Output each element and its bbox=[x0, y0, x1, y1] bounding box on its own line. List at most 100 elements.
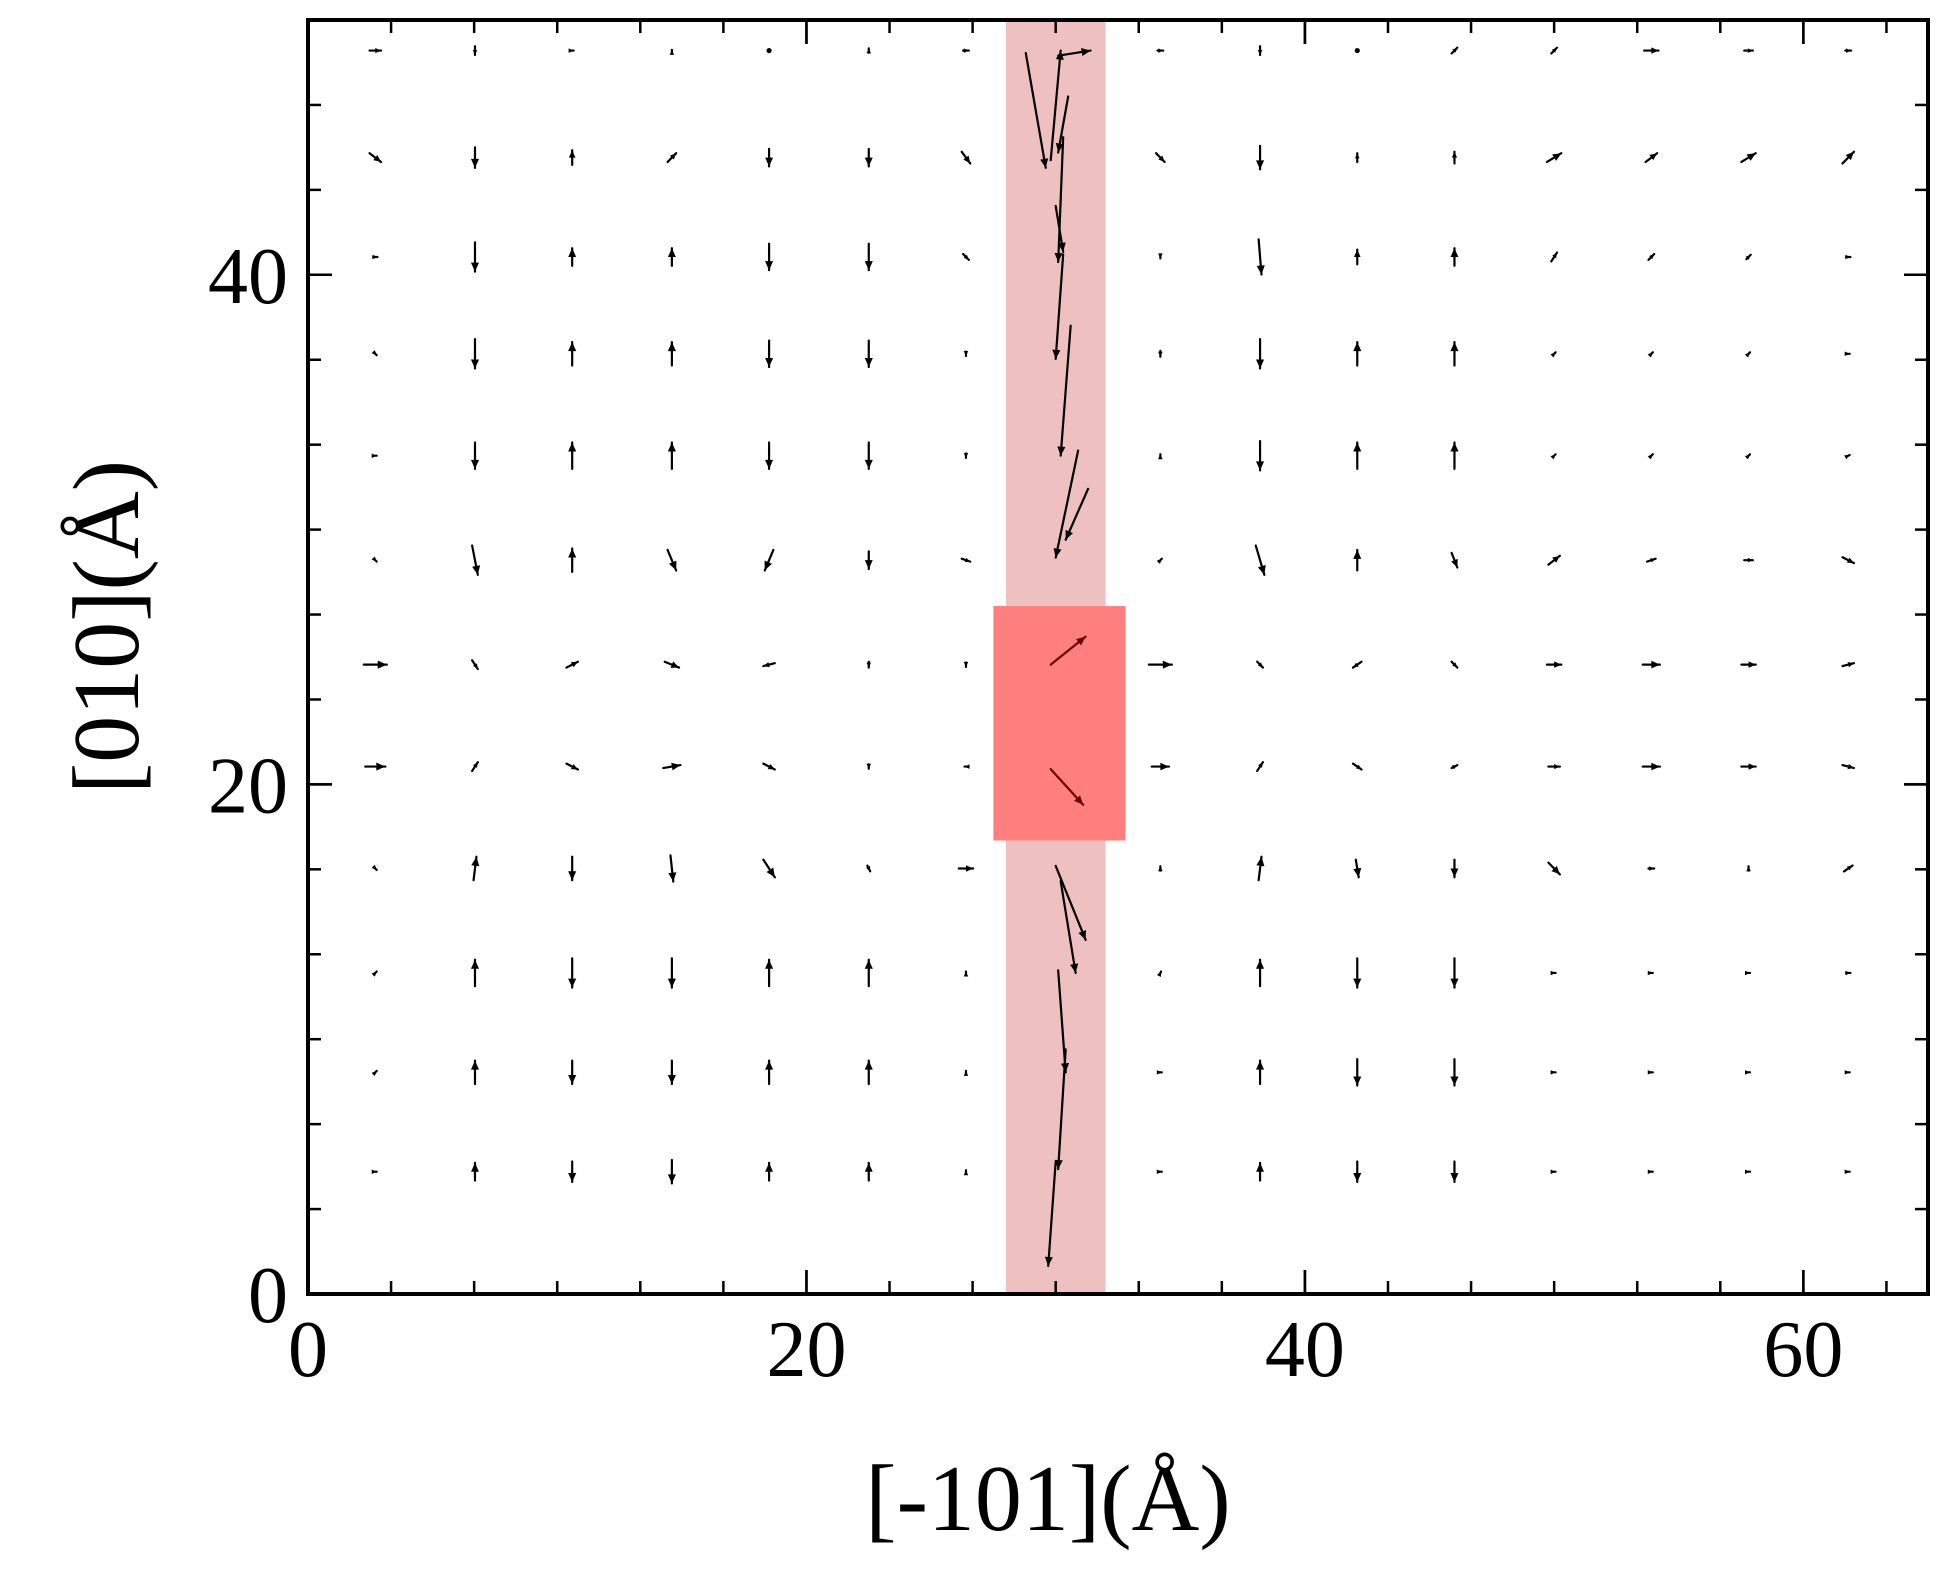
vector-arrow bbox=[568, 1059, 577, 1086]
highlight-arrow bbox=[1049, 635, 1087, 666]
vector-arrow bbox=[368, 47, 383, 54]
y-tick-label: 40 bbox=[208, 233, 288, 321]
vector-arrow bbox=[1353, 858, 1362, 879]
chain-arrow bbox=[1053, 449, 1080, 559]
vector-arrow bbox=[866, 47, 872, 54]
vector-arrow bbox=[364, 762, 387, 771]
vector-arrow bbox=[372, 254, 379, 260]
vector-arrow bbox=[864, 339, 873, 369]
vector-arrow bbox=[1844, 351, 1851, 357]
vector-arrow bbox=[1550, 1169, 1557, 1174]
vector-arrow bbox=[963, 764, 970, 769]
vector-arrow bbox=[864, 550, 873, 571]
highlight-layer bbox=[993, 20, 1126, 1294]
vector-arrow bbox=[765, 1161, 774, 1182]
vector-arrow bbox=[1550, 970, 1557, 976]
vector-arrow bbox=[667, 340, 676, 367]
vector-arrow bbox=[1355, 152, 1360, 164]
vector-arrow bbox=[1550, 1070, 1557, 1075]
vector-arrow bbox=[1450, 441, 1459, 470]
vector-arrow bbox=[1647, 970, 1654, 976]
chain-arrow bbox=[1057, 47, 1092, 57]
vector-arrow bbox=[470, 338, 480, 370]
vector-arrow bbox=[1353, 340, 1362, 367]
vector-field bbox=[362, 45, 1856, 1268]
vector-arrow bbox=[1641, 762, 1662, 771]
vector-arrow bbox=[1351, 762, 1363, 771]
vector-arrow bbox=[1641, 660, 1662, 669]
vector-arrow bbox=[470, 1059, 480, 1086]
vector-arrow bbox=[963, 452, 969, 460]
vector-arrow bbox=[1156, 48, 1165, 53]
vector-arrow bbox=[568, 247, 577, 267]
vector-arrow bbox=[1647, 1169, 1654, 1174]
vector-arrow bbox=[669, 48, 675, 55]
vector-arrow bbox=[371, 970, 378, 977]
vector-arrow bbox=[1353, 1160, 1362, 1184]
vector-arrow bbox=[765, 339, 774, 369]
x-tick-label: 20 bbox=[766, 1306, 846, 1394]
vector-arrow bbox=[762, 762, 776, 771]
vector-arrow bbox=[766, 47, 772, 54]
vector-arrow bbox=[963, 1169, 969, 1176]
vector-arrow bbox=[472, 45, 478, 57]
vector-arrow bbox=[1450, 763, 1459, 770]
vector-arrow bbox=[667, 957, 676, 989]
vector-arrow bbox=[568, 855, 577, 882]
vector-arrow bbox=[1256, 660, 1265, 669]
vector-arrow bbox=[565, 762, 580, 771]
vector-arrow bbox=[1841, 763, 1856, 770]
vector-arrow bbox=[962, 48, 970, 53]
vector-arrow bbox=[1841, 556, 1856, 565]
vector-arrow bbox=[1256, 238, 1265, 276]
vector-arrow bbox=[568, 957, 577, 989]
chain-arrow bbox=[1054, 864, 1087, 941]
vector-arrow bbox=[1547, 554, 1561, 566]
vector-arrow bbox=[1740, 661, 1757, 668]
vector-arrow bbox=[1256, 855, 1265, 882]
vector-arrow bbox=[568, 441, 577, 470]
vector-arrow bbox=[1351, 660, 1363, 669]
vector-arrow bbox=[667, 1158, 676, 1185]
chain-arrow bbox=[1054, 136, 1065, 264]
axis-ticks: 0 20 40 60 0 20 40 bbox=[208, 18, 1928, 1394]
vector-arrow bbox=[1744, 453, 1752, 460]
vector-arrow bbox=[864, 1059, 873, 1086]
vector-arrow bbox=[1647, 351, 1654, 358]
vector-arrow bbox=[1147, 660, 1173, 669]
vector-arrow bbox=[864, 441, 873, 470]
vector-arrow bbox=[765, 441, 774, 470]
vector-arrow bbox=[1645, 557, 1657, 563]
vector-arrow bbox=[765, 1059, 774, 1086]
vector-arrow bbox=[368, 152, 383, 164]
vector-arrow bbox=[1256, 958, 1265, 988]
vector-arrow bbox=[1647, 866, 1656, 871]
vector-arrow bbox=[1744, 1169, 1752, 1174]
vector-arrow bbox=[765, 242, 774, 272]
vector-arrow bbox=[1256, 144, 1265, 171]
vector-arrow bbox=[1154, 152, 1166, 164]
vector-arrow bbox=[568, 547, 577, 573]
vector-arrow bbox=[1353, 248, 1361, 266]
vector-arrow bbox=[1841, 150, 1856, 165]
vector-arrow bbox=[1547, 763, 1561, 770]
vector-arrow bbox=[1256, 338, 1265, 370]
vector-arrow bbox=[1451, 150, 1458, 165]
vector-arrow bbox=[362, 660, 388, 669]
vector-arrow bbox=[1841, 662, 1856, 668]
vector-arrow bbox=[1644, 152, 1659, 164]
vector-arrow bbox=[471, 761, 479, 773]
vector-arrow bbox=[1256, 439, 1265, 472]
vector-arrow bbox=[864, 958, 873, 988]
vector-arrow bbox=[1550, 46, 1559, 55]
vector-arrow bbox=[1450, 858, 1459, 879]
vector-arrow bbox=[667, 247, 676, 267]
vector-arrow bbox=[1450, 1160, 1459, 1184]
vector-arrow bbox=[470, 241, 480, 273]
vector-arrow bbox=[1844, 1169, 1851, 1174]
vector-arrow bbox=[1450, 551, 1459, 569]
vector-arrow bbox=[667, 441, 676, 470]
vector-arrow bbox=[765, 147, 774, 168]
vector-arrow bbox=[1746, 865, 1751, 872]
